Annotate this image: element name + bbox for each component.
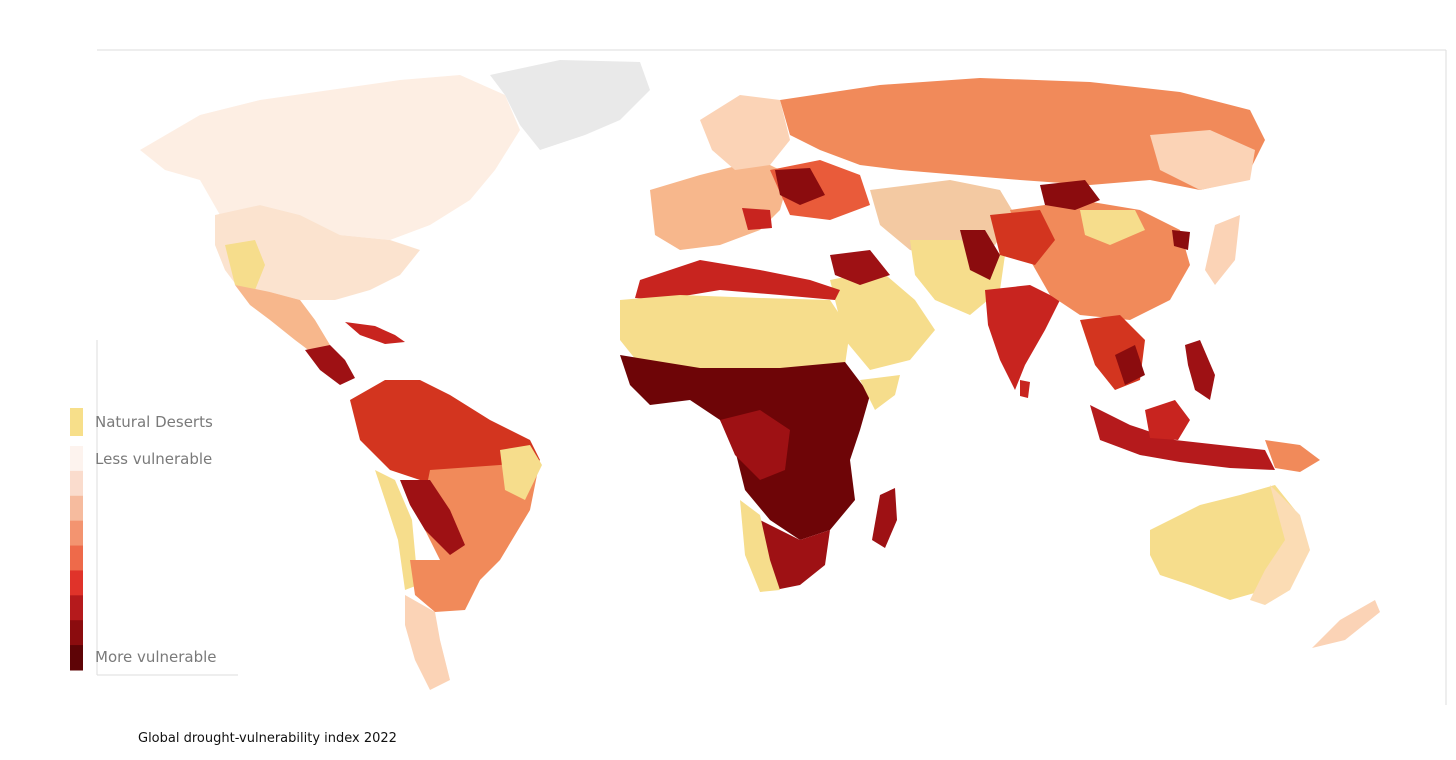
region-korea-dark [1172, 230, 1190, 250]
region-europe-west [650, 160, 790, 250]
region-scandinavia [700, 95, 790, 170]
region-russia-far-east [1150, 130, 1255, 190]
region-mexico [235, 285, 330, 355]
legend-swatch-desert [70, 408, 83, 436]
region-iberia [742, 208, 772, 230]
region-sri-lanka [1020, 380, 1030, 398]
legend-label-more-vulnerable: More vulnerable [95, 648, 217, 666]
legend-swatch-level-6 [70, 570, 83, 596]
legend-swatch-level-4 [70, 520, 83, 547]
map-caption: Global drought-vulnerability index 2022 [138, 731, 397, 746]
region-balkans-dark [775, 168, 825, 205]
region-argentina [410, 560, 480, 612]
region-mongolia-desert [1080, 210, 1145, 245]
region-pakistan-dark [960, 230, 1000, 280]
region-brazil-northeast-desert [500, 445, 542, 500]
region-india [985, 285, 1060, 390]
region-patagonia [405, 595, 450, 690]
region-australia-desert [1150, 485, 1295, 600]
legend-swatch-level-2 [70, 470, 83, 497]
legend-label-less-vulnerable: Less vulnerable [95, 450, 213, 468]
region-russia [780, 78, 1265, 190]
region-canada [140, 75, 520, 240]
region-new-zealand [1312, 600, 1380, 648]
region-south-america-north [350, 380, 540, 480]
legend-swatch-level-5 [70, 545, 83, 571]
region-southern-africa [760, 520, 830, 590]
region-indochina-dark [1115, 345, 1145, 385]
region-bolivia-paraguay [400, 480, 465, 555]
region-papua [1265, 440, 1320, 472]
region-madagascar [872, 488, 897, 548]
region-australia-east [1250, 485, 1310, 605]
legend-swatch-level-3 [70, 495, 83, 522]
region-northeast-china-dark [1040, 180, 1100, 210]
legend-label-natural-deserts: Natural Deserts [95, 413, 213, 431]
region-namib-kalahari-desert [740, 500, 780, 592]
legend-swatch-level-9 [70, 645, 83, 671]
region-horn-of-africa [860, 375, 900, 410]
region-congo-red [720, 410, 790, 480]
legend-swatch-level-7 [70, 595, 83, 621]
region-usa [215, 205, 420, 300]
region-indonesia [1090, 405, 1275, 470]
region-japan [1205, 215, 1240, 285]
region-levant-dark [830, 250, 890, 285]
region-china-west [990, 210, 1055, 265]
region-caribbean [345, 322, 405, 344]
region-arabia [830, 270, 935, 370]
region-andes-west [375, 470, 418, 590]
legend-swatches [70, 408, 83, 671]
region-central-america [305, 345, 355, 385]
legend-swatch-level-1 [70, 446, 83, 472]
region-borneo [1145, 400, 1190, 440]
region-greenland [490, 60, 650, 150]
legend-swatch-level-8 [70, 620, 83, 646]
region-usa-southwest-desert [225, 240, 265, 290]
region-north-africa-coast [635, 260, 840, 300]
region-sahara-desert [620, 295, 850, 372]
region-philippines [1185, 340, 1215, 400]
